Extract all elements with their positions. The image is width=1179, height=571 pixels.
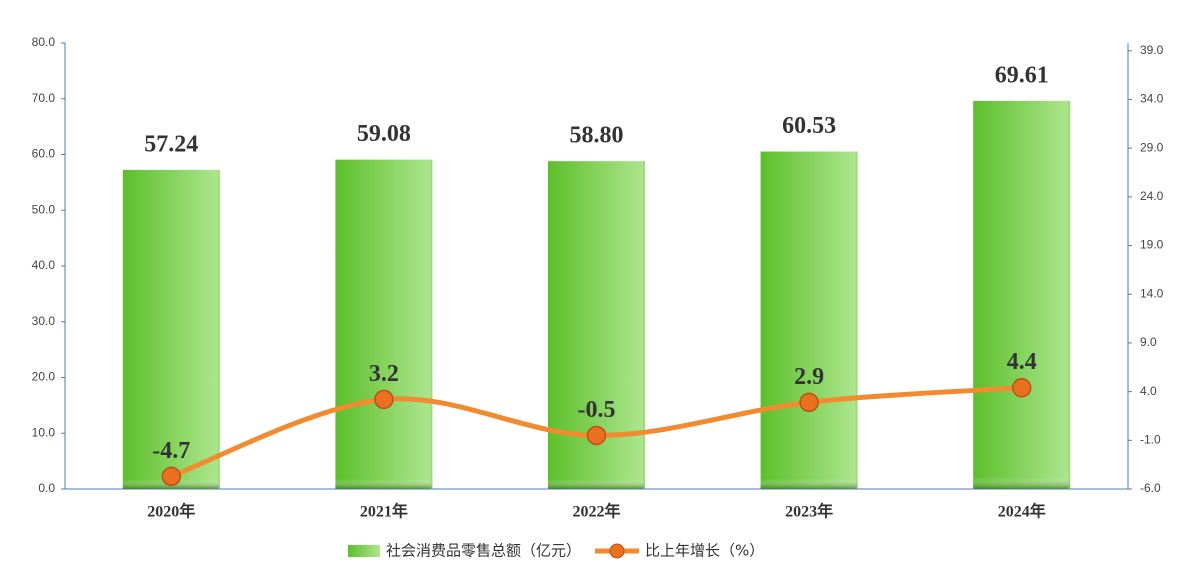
y2-tick-label: 34.0 [1140, 92, 1164, 106]
line-marker [586, 425, 607, 446]
x-tick-label: 2022年 [572, 502, 620, 521]
data-label: 60.53 [782, 113, 836, 139]
y-tick-label: 20.0 [32, 370, 56, 384]
y2-tick-label: -1.0 [1140, 432, 1161, 446]
x-tick-label: 2023年 [785, 502, 833, 521]
line-marker [1011, 377, 1032, 398]
y2-tick-label: 24.0 [1140, 189, 1164, 203]
data-label: 59.08 [357, 121, 411, 147]
y-tick-label: 80.0 [32, 35, 56, 49]
bar-shade [122, 169, 220, 489]
bar-edge [430, 159, 433, 489]
bar-edge [643, 161, 645, 489]
y2-tick-label: 19.0 [1140, 238, 1164, 252]
legend-label: 比上年增长（%） [645, 542, 764, 560]
y-tick-label: 40.0 [32, 258, 56, 272]
x-tick-label: 2021年 [360, 502, 408, 521]
y2-tick-label: 9.0 [1140, 335, 1157, 349]
line-marker [799, 392, 819, 413]
y2-tick-label: 39.0 [1140, 43, 1164, 57]
y-tick-label: 10.0 [32, 425, 56, 439]
data-label: -4.7 [152, 438, 190, 464]
y2-tick-label: 14.0 [1140, 286, 1164, 300]
line-marker [161, 466, 182, 487]
y2-tick-label: -6.0 [1140, 481, 1161, 495]
y-tick-label: 30.0 [32, 314, 56, 328]
x-tick-label: 2024年 [998, 502, 1046, 521]
bar-shade [973, 100, 1071, 489]
bar-edge [217, 169, 220, 489]
y2-tick-label: 4.0 [1140, 384, 1157, 398]
y2-tick-label: 29.0 [1140, 140, 1164, 154]
data-label: 69.61 [995, 62, 1049, 88]
data-label: 4.4 [1007, 349, 1037, 375]
legend-marker [609, 543, 625, 559]
line-marker [374, 389, 394, 410]
y-tick-label: 50.0 [32, 202, 56, 216]
bar-shade [335, 159, 433, 489]
legend-label: 社会消费品零售总额（亿元） [386, 542, 581, 560]
data-label: -0.5 [578, 397, 616, 423]
data-label: 3.2 [369, 361, 399, 387]
data-label: 58.80 [570, 123, 624, 149]
y-tick-label: 0.0 [38, 481, 55, 495]
data-label: 57.24 [144, 131, 198, 157]
bar-edge [1068, 100, 1071, 489]
y-tick-label: 70.0 [32, 91, 56, 105]
bar-edge [855, 151, 858, 489]
y-tick-label: 60.0 [32, 147, 56, 161]
legend-swatch [348, 545, 380, 557]
bar-shade [760, 151, 858, 489]
x-tick-label: 2020年 [147, 502, 195, 521]
data-label: 2.9 [794, 364, 824, 390]
